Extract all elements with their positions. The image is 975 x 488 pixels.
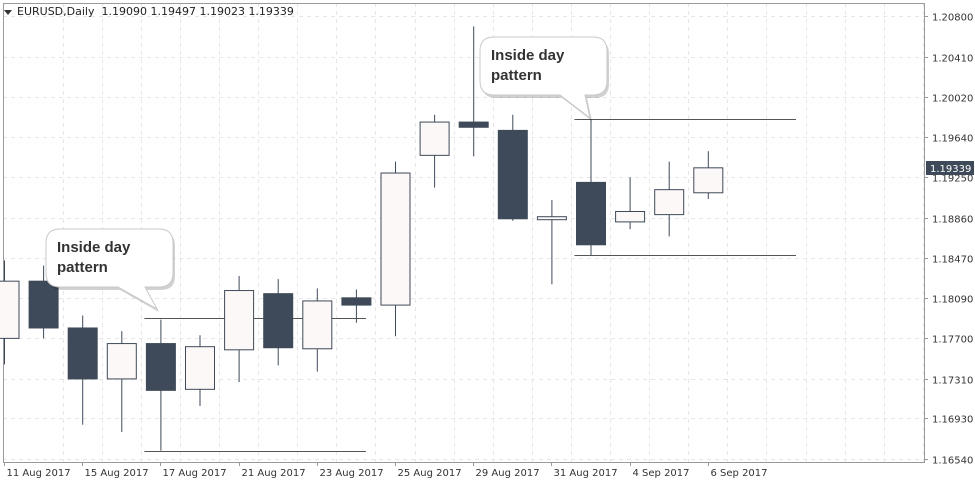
candle-body-bull <box>224 290 255 351</box>
candle-body-bear <box>497 129 528 220</box>
candle-body-bull <box>693 167 724 194</box>
y-tick-label: 1.20410 <box>932 54 973 65</box>
y-tick-label: 1.18090 <box>932 295 973 306</box>
candle-body-bull <box>615 211 646 223</box>
x-tick-label: 15 Aug 2017 <box>85 468 149 479</box>
candle-body-bull <box>185 346 215 390</box>
candle-body-bear <box>28 280 59 329</box>
x-tick-label: 23 Aug 2017 <box>320 468 384 479</box>
ohlc-values: 1.19090 1.19497 1.19023 1.19339 <box>101 5 294 18</box>
x-tick-label: 29 Aug 2017 <box>476 468 540 479</box>
current-price-label: 1.19339 <box>930 164 971 175</box>
candle-body-bear <box>145 343 176 391</box>
y-tick-label: 1.17700 <box>932 335 973 346</box>
plot-frame <box>3 3 925 463</box>
annotation-line: Inside day <box>491 47 565 64</box>
y-tick-label: 1.16540 <box>932 456 973 467</box>
candle-body-bear <box>67 327 98 380</box>
candle-body-bull <box>536 216 567 221</box>
candle-body-bull <box>0 280 20 339</box>
annotation-bubble-2 <box>479 36 608 120</box>
candle-body-bull <box>419 121 450 156</box>
candle-body-bull <box>302 300 333 350</box>
dropdown-triangle-icon[interactable] <box>4 9 12 15</box>
candle-body-bull <box>654 189 685 216</box>
annotation-bubble-1 <box>45 228 174 311</box>
candle-body-bull <box>106 343 137 380</box>
annotation-line: Inside day <box>57 239 131 256</box>
y-tick-label: 1.19250 <box>932 174 973 185</box>
annotation-line: pattern <box>491 67 542 84</box>
candle-body-bear <box>576 181 606 246</box>
x-tick-label: 25 Aug 2017 <box>398 468 462 479</box>
y-tick-label: 1.18470 <box>932 255 973 266</box>
annotation-text-1: Inside day pattern <box>57 238 130 278</box>
x-tick-label: 4 Sep 2017 <box>633 468 690 479</box>
annotation-line: pattern <box>57 259 108 276</box>
x-tick-label: 6 Sep 2017 <box>711 468 768 479</box>
candle-body-bear <box>458 121 489 128</box>
candle-body-bear <box>263 293 294 349</box>
y-tick-label: 1.18860 <box>932 215 973 226</box>
x-tick-label: 21 Aug 2017 <box>242 468 306 479</box>
x-tick-label: 17 Aug 2017 <box>163 468 227 479</box>
x-tick-label: 31 Aug 2017 <box>554 468 618 479</box>
candle-body-bear <box>341 297 372 306</box>
candle-body-bull <box>380 172 411 306</box>
y-tick-label: 1.20800 <box>932 13 973 24</box>
y-tick-label: 1.17310 <box>932 376 973 387</box>
chart-header: EURUSD,Daily 1.19090 1.19497 1.19023 1.1… <box>4 5 294 18</box>
current-price-tag <box>926 161 974 175</box>
symbol-label: EURUSD,Daily <box>17 5 95 18</box>
y-tick-label: 1.19640 <box>932 134 973 145</box>
y-tick-label: 1.16930 <box>932 415 973 426</box>
annotation-text-2: Inside day pattern <box>491 46 564 86</box>
y-tick-label: 1.20020 <box>932 94 973 105</box>
x-tick-label: 11 Aug 2017 <box>7 468 71 479</box>
